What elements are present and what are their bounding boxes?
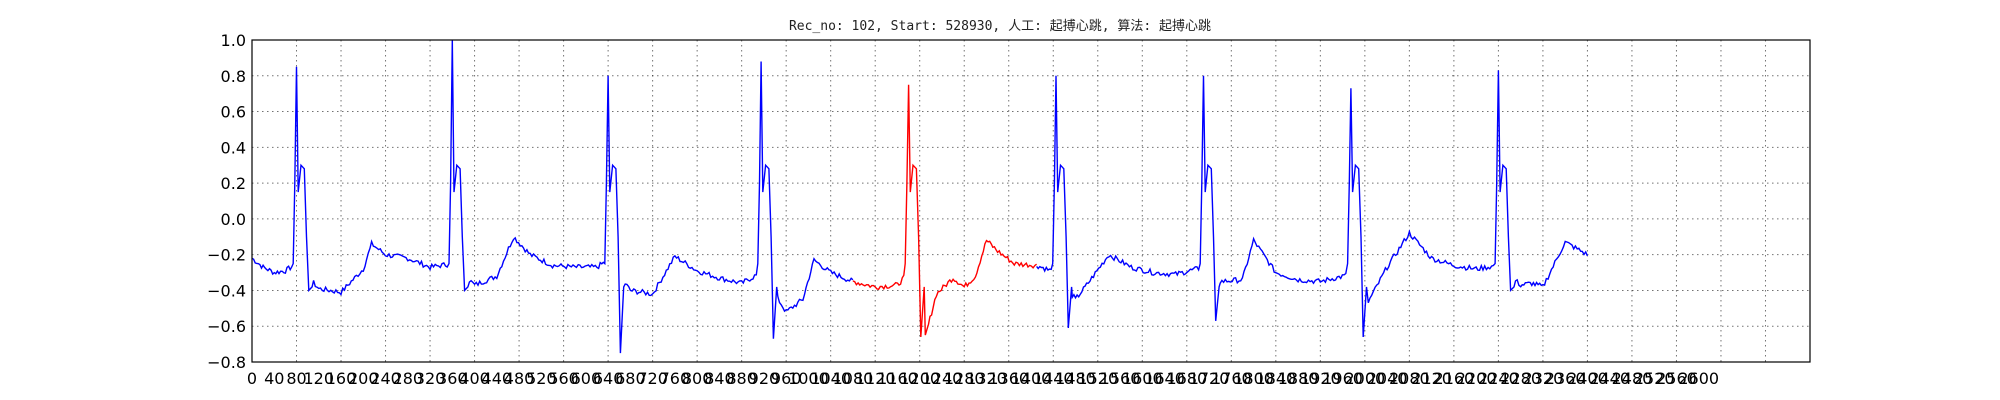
x-tick-label: 680 — [615, 369, 646, 388]
x-tick-label: 2080 — [1389, 369, 1430, 388]
series-layer — [251, 39, 1589, 354]
x-tick-label: 2520 — [1634, 369, 1675, 388]
x-tick-label: 2320 — [1523, 369, 1564, 388]
x-tick-label: 960 — [771, 369, 802, 388]
x-tick-label: 1760 — [1211, 369, 1252, 388]
y-tick-label: 0.2 — [221, 174, 246, 193]
x-tick-label: 1600 — [1122, 369, 1163, 388]
y-tick-label: 0.8 — [221, 67, 246, 86]
x-tick-label: 1520 — [1077, 369, 1118, 388]
x-tick-label: 1880 — [1278, 369, 1319, 388]
ecg-trace-blue-2 — [1036, 70, 1589, 338]
x-tick-label: 2160 — [1434, 369, 1475, 388]
x-tick-label: 1080 — [833, 369, 874, 388]
y-tick-label: 0.0 — [221, 210, 246, 229]
x-tick-label: 1000 — [788, 369, 829, 388]
x-tick-label: 1120 — [855, 369, 896, 388]
x-tick-label: 2040 — [1367, 369, 1408, 388]
x-tick-label: 520 — [526, 369, 557, 388]
x-tick-label: 2120 — [1411, 369, 1452, 388]
y-axis-ticks: 1.0 0.8 0.6 0.4 0.2 0.0 −0.2 −0.4 −0.6 −0.8 — [207, 31, 246, 372]
x-tick-label: 840 — [704, 369, 735, 388]
x-tick-label: 560 — [548, 369, 579, 388]
x-tick-label: 2240 — [1478, 369, 1519, 388]
x-tick-label: 1400 — [1011, 369, 1052, 388]
y-tick-label: −0.6 — [207, 317, 246, 336]
y-tick-label: 0.6 — [221, 103, 246, 122]
x-tick-label: 640 — [593, 369, 624, 388]
x-tick-label: 800 — [682, 369, 713, 388]
x-tick-label: 2200 — [1456, 369, 1497, 388]
x-tick-label: 760 — [660, 369, 691, 388]
x-tick-label: 2560 — [1656, 369, 1697, 388]
x-tick-label: 360 — [437, 369, 468, 388]
x-tick-label: 1040 — [810, 369, 851, 388]
x-tick-label: 400 — [459, 369, 490, 388]
x-tick-label: 2280 — [1500, 369, 1541, 388]
x-tick-label: 1440 — [1033, 369, 1074, 388]
x-tick-label: 200 — [348, 369, 379, 388]
x-tick-label: 1320 — [966, 369, 1007, 388]
x-tick-label: 80 — [286, 369, 306, 388]
x-tick-label: 2440 — [1589, 369, 1630, 388]
x-tick-label: 1240 — [922, 369, 963, 388]
x-tick-label: 2000 — [1344, 369, 1385, 388]
ecg-trace-red — [852, 84, 1038, 338]
x-tick-label: 0 — [247, 369, 257, 388]
chart-title: Rec_no: 102, Start: 528930, 人工: 起搏心跳, 算法… — [789, 18, 1211, 34]
plot-frame — [251, 39, 1811, 363]
x-tick-label: 40 — [264, 369, 284, 388]
x-tick-label: 2360 — [1545, 369, 1586, 388]
y-tick-label: 1.0 — [221, 31, 246, 50]
x-tick-label: 320 — [415, 369, 446, 388]
x-tick-label: 1680 — [1166, 369, 1207, 388]
ecg-trace-blue-1 — [251, 39, 854, 354]
x-tick-label: 1800 — [1233, 369, 1274, 388]
x-tick-label: 280 — [393, 369, 424, 388]
x-tick-label: 1280 — [944, 369, 985, 388]
x-tick-label: 1200 — [899, 369, 940, 388]
x-tick-label: 1360 — [988, 369, 1029, 388]
x-tick-label: 160 — [326, 369, 357, 388]
x-tick-label: 1640 — [1144, 369, 1185, 388]
y-tick-label: −0.8 — [207, 353, 246, 372]
y-tick-label: 0.4 — [221, 138, 246, 157]
x-tick-label: 920 — [749, 369, 780, 388]
x-tick-label: 1960 — [1322, 369, 1363, 388]
x-tick-label: 2480 — [1612, 369, 1653, 388]
y-tick-label: −0.2 — [207, 246, 246, 265]
x-tick-label: 2400 — [1567, 369, 1608, 388]
x-tick-label: 480 — [504, 369, 535, 388]
x-tick-label: 1840 — [1255, 369, 1296, 388]
x-tick-label: 240 — [370, 369, 401, 388]
x-axis-ticks: 0 40 8012016020024028032036040044048052056… — [247, 369, 1719, 388]
x-tick-label: 1920 — [1300, 369, 1341, 388]
x-tick-label: 1560 — [1100, 369, 1141, 388]
x-tick-label: 1720 — [1189, 369, 1230, 388]
x-tick-label: 720 — [637, 369, 668, 388]
x-tick-label: 600 — [571, 369, 602, 388]
grid-lines — [251, 39, 1811, 363]
x-tick-label: 1480 — [1055, 369, 1096, 388]
x-tick-label: 2600 — [1678, 369, 1719, 388]
x-tick-label: 1160 — [877, 369, 918, 388]
x-tick-label: 880 — [726, 369, 757, 388]
x-tick-label: 120 — [303, 369, 334, 388]
y-tick-label: −0.4 — [207, 281, 246, 300]
x-tick-label: 440 — [482, 369, 513, 388]
